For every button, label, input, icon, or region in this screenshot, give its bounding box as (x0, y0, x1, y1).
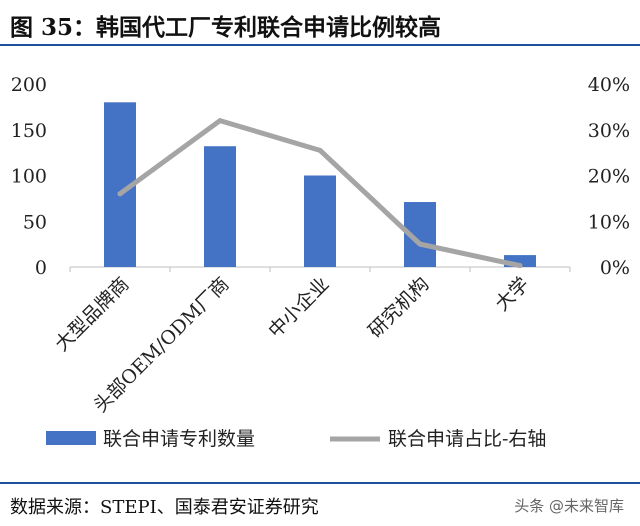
figure-title: 图 35：韩国代工厂专利联合申请比例较高 (10, 14, 442, 41)
category-label: 研究机构 (364, 273, 433, 342)
y-left-tick-label: 0 (35, 257, 47, 279)
category-label: 大学 (491, 273, 533, 315)
source-note: 数据来源：STEPI、国泰君安证券研究 (10, 497, 319, 518)
bar (304, 175, 336, 267)
legend-label-bar: 联合申请专利数量 (103, 428, 255, 450)
bar (504, 255, 536, 267)
watermark: 头条 @未来智库 (514, 495, 624, 516)
title-bar: 图 35：韩国代工厂专利联合申请比例较高 (0, 0, 640, 46)
ratio-point (117, 191, 123, 197)
y-right-tick-label: 10% (588, 211, 630, 233)
category-label: 中小企业 (264, 273, 333, 342)
watermark-text: 头条 @未来智库 (514, 497, 624, 515)
y-left-tick-label: 150 (11, 120, 47, 142)
ratio-point (517, 263, 523, 269)
y-right-tick-label: 20% (588, 166, 630, 188)
legend-swatch-bar (46, 431, 96, 445)
y-left-tick-label: 50 (23, 211, 47, 233)
legend-label-line: 联合申请占比-右轴 (388, 428, 546, 450)
y-right-tick-label: 30% (588, 120, 630, 142)
source-bar: 数据来源：STEPI、国泰君安证券研究 头条 @未来智库 (0, 482, 640, 526)
y-left-tick-label: 200 (11, 74, 47, 96)
ratio-point (417, 241, 423, 247)
bar (204, 146, 236, 267)
y-right-tick-label: 0% (600, 257, 630, 279)
category-label: 大型品牌商 (51, 273, 134, 356)
combo-chart: 0501001502000%10%20%30%40%大型品牌商头部OEM/ODM… (11, 74, 630, 450)
ratio-point (217, 118, 223, 124)
y-left-tick-label: 100 (11, 166, 47, 188)
y-right-tick-label: 40% (588, 74, 630, 96)
ratio-point (317, 147, 323, 153)
